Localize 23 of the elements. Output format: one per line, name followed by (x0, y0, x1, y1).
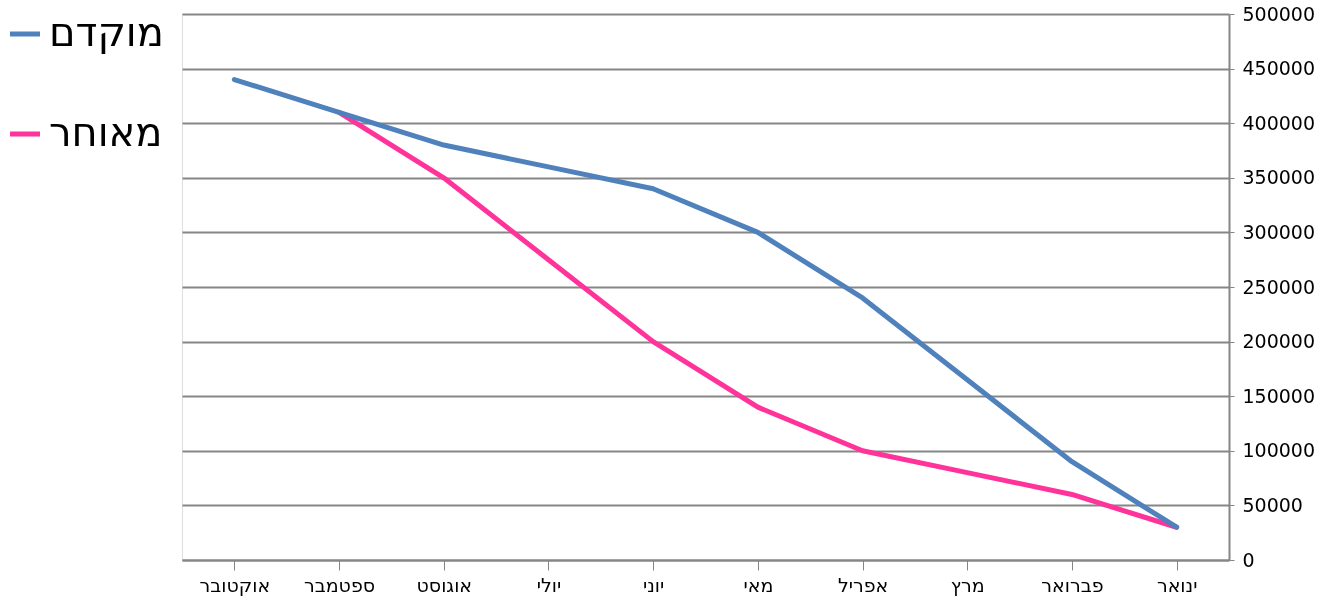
y-tick-label: 200000 (1242, 330, 1316, 353)
y-tick-label: 150000 (1242, 384, 1316, 407)
y-tick-label: 250000 (1242, 275, 1316, 298)
y-tick-label: 300000 (1242, 220, 1316, 243)
legend-label: מאוחר (49, 109, 163, 155)
x-tick-label: מרץ (950, 573, 985, 596)
y-tick-label: 450000 (1242, 57, 1316, 80)
y-tick-label: 500000 (1242, 2, 1316, 25)
x-tick-label: יוני (643, 573, 665, 596)
x-tick-label: ספטמבר (303, 573, 376, 596)
y-tick-label: 50000 (1242, 493, 1303, 516)
y-tick-label: 400000 (1242, 111, 1316, 134)
y-tick-label: 0 (1242, 548, 1255, 571)
x-tick-label: אפריל (837, 573, 889, 596)
x-tick-label: פברואר (1041, 573, 1104, 596)
legend-label: מוקדם (49, 9, 164, 55)
y-tick-label: 100000 (1242, 439, 1316, 462)
x-tick-label: יולי (536, 573, 562, 596)
x-tick-label: אוגוסט (416, 573, 473, 596)
x-tick-label: מאי (743, 573, 774, 596)
x-tick-label: ינואר (1156, 573, 1198, 596)
y-tick-label: 350000 (1242, 166, 1316, 189)
x-tick-label: אוקטובר (199, 573, 271, 596)
